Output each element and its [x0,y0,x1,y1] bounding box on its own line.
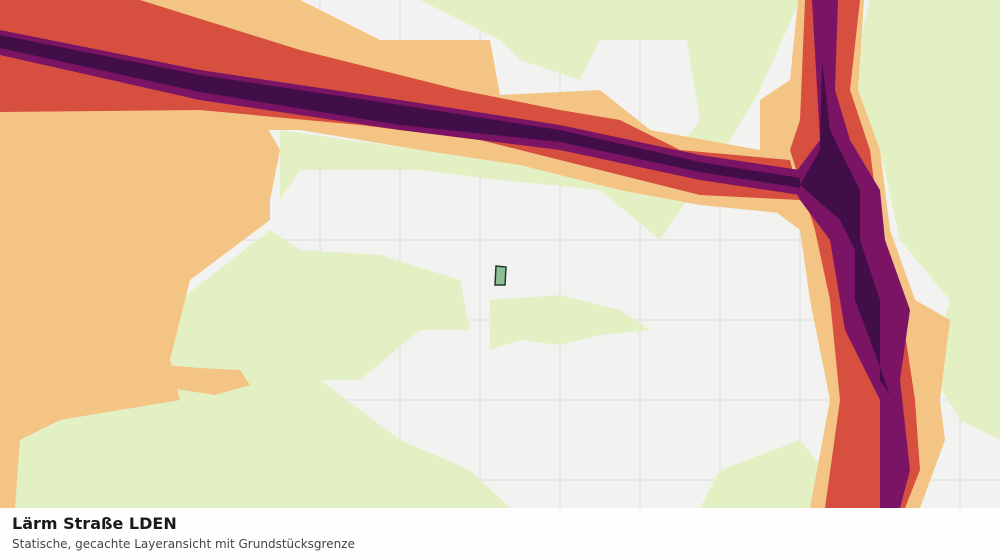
map-subtitle: Statische, gecachte Layeransicht mit Gru… [12,537,355,551]
parcel-boundary [494,265,507,286]
caption-panel: Lärm Straße LDEN Statische, gecachte Lay… [0,508,1000,560]
map-title: Lärm Straße LDEN [12,514,177,533]
noise-level-low [0,0,1000,508]
noise-level-extreme [0,35,890,395]
